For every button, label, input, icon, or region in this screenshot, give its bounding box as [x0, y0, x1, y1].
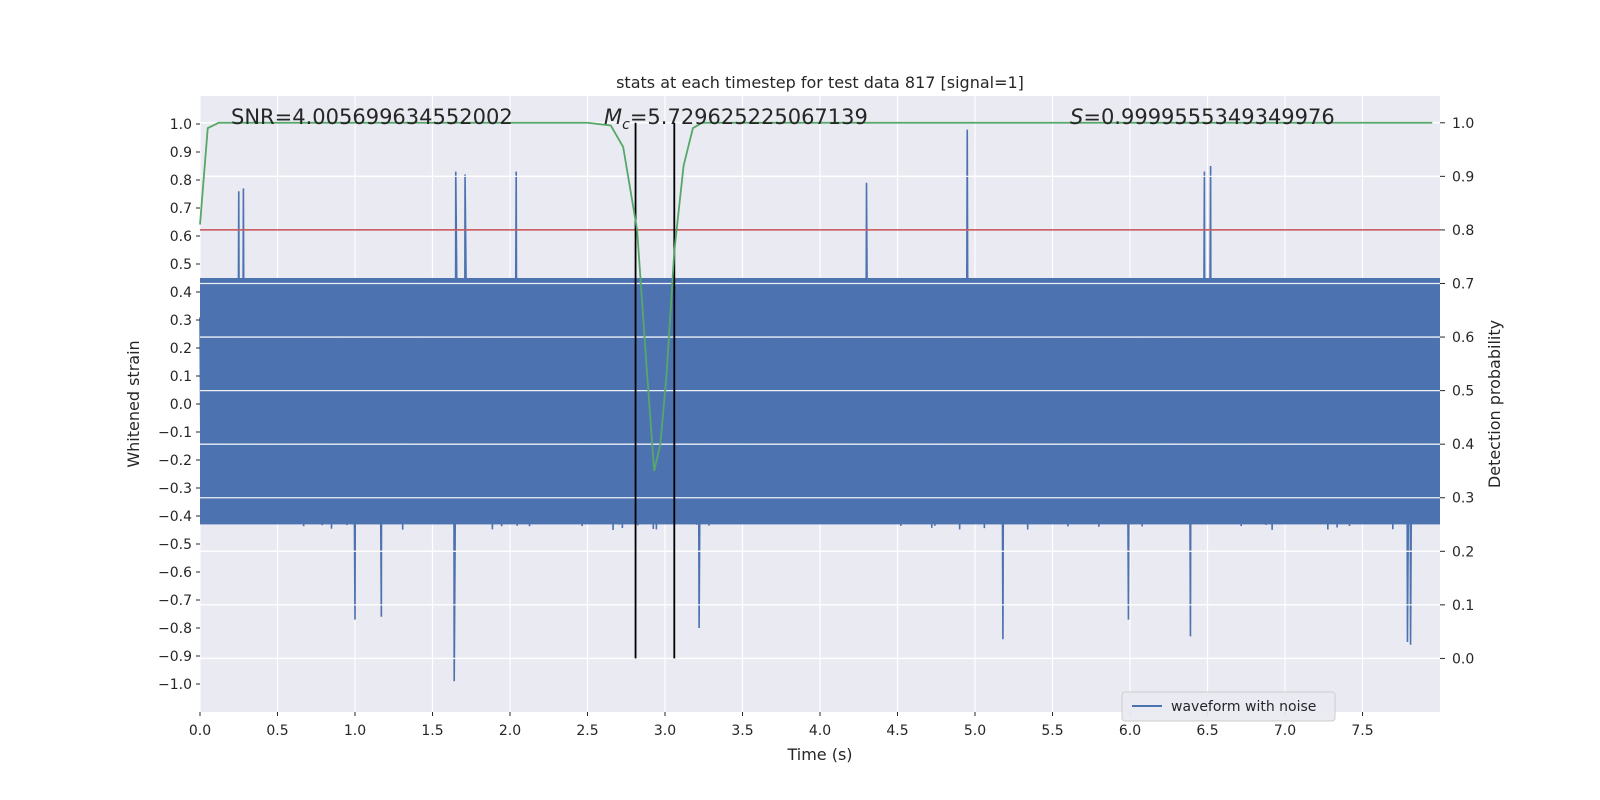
right-tick-label: 0.7: [1452, 276, 1474, 292]
chirp-mass-subscript: c: [622, 117, 630, 133]
overlays: [199, 121, 1440, 659]
y-axis-label-left: Whitened strain: [124, 340, 143, 467]
right-tick-label: 0.4: [1452, 437, 1474, 453]
left-tick-label: 0.8: [170, 173, 192, 189]
left-tick-label: 0.5: [170, 257, 192, 273]
x-tick-label: 1.5: [421, 723, 443, 739]
legend-label: waveform with noise: [1171, 699, 1316, 715]
x-tick-label: 5.5: [1041, 723, 1063, 739]
left-tick-label: 0.4: [170, 285, 192, 301]
x-tick-label: 6.5: [1196, 723, 1218, 739]
left-tick-label: 1.0: [170, 117, 192, 133]
right-tick-label: 0.0: [1452, 651, 1474, 667]
x-tick-label: 3.0: [654, 723, 676, 739]
left-tick-label: −0.3: [158, 481, 192, 497]
right-tick-label: 1.0: [1452, 116, 1474, 132]
x-tick-label: 6.0: [1119, 723, 1141, 739]
x-tick-label: 7.0: [1274, 723, 1296, 739]
left-tick-label: −0.8: [158, 621, 192, 637]
detection-stat-annotation: S=0.9999555349349976: [1070, 105, 1335, 129]
x-tick-label: 1.0: [344, 723, 366, 739]
x-tick-label: 4.0: [809, 723, 831, 739]
right-tick-label: 0.5: [1452, 384, 1474, 400]
detection-probability-line: [199, 121, 1433, 472]
detection-stat-value: =0.9999555349349976: [1083, 105, 1334, 129]
legend-box: [1121, 691, 1336, 722]
left-tick-label: 0.1: [170, 369, 192, 385]
right-tick-label: 0.6: [1452, 330, 1474, 346]
chart-title: stats at each timestep for test data 817…: [616, 73, 1024, 92]
left-tick-label: 0.2: [170, 341, 192, 357]
legend: waveform with noise: [1121, 691, 1336, 722]
x-tick-label: 0.0: [189, 723, 211, 739]
y-axis-label-right: Detection probability: [1485, 320, 1504, 488]
left-tick-label: 0.6: [170, 229, 192, 245]
left-tick-label: 0.9: [170, 145, 192, 161]
left-tick-label: −0.4: [158, 509, 192, 525]
chirp-mass-value: =5.729625225067139: [630, 105, 868, 129]
x-axis-label: Time (s): [786, 745, 852, 764]
left-tick-label: −0.9: [158, 649, 192, 665]
right-tick-label: 0.8: [1452, 223, 1474, 239]
left-tick-label: −0.5: [158, 537, 192, 553]
right-tick-label: 0.2: [1452, 544, 1474, 560]
left-tick-label: −0.1: [158, 425, 192, 441]
waveform-line: [199, 129, 1438, 682]
chirp-mass-annotation: Mc=5.729625225067139: [604, 105, 868, 133]
x-tick-label: 3.5: [731, 723, 753, 739]
left-tick-label: −0.6: [158, 565, 192, 581]
waveform-series: [199, 122, 1440, 682]
x-tick-label: 5.0: [964, 723, 986, 739]
left-tick-label: 0.0: [170, 397, 192, 413]
x-tick-label: 2.5: [576, 723, 598, 739]
x-tick-label: 7.5: [1351, 723, 1373, 739]
snr-annotation: SNR=4.005699634552002: [231, 105, 513, 129]
x-axis-ticks: 0.0 0.5 1.0 1.5 2.0 2.5 3.0 3.5 4.0 4.5 5.0 5.5 6.0 6…: [189, 712, 1374, 739]
detection-stat-symbol: S: [1070, 105, 1083, 129]
left-tick-label: 0.3: [170, 313, 192, 329]
right-tick-label: 0.1: [1452, 598, 1474, 614]
left-tick-label: −1.0: [158, 677, 192, 693]
x-tick-label: 0.5: [266, 723, 288, 739]
chirp-mass-symbol: M: [604, 105, 622, 129]
x-tick-label: 4.5: [886, 723, 908, 739]
left-axis-ticks: 1.0 0.9 0.8 0.7 0.6 0.5 0.4 0.3 0.2 0.1 0.0 −0.1 −0.…: [158, 117, 200, 693]
x-tick-label: 2.0: [499, 723, 521, 739]
right-tick-label: 0.3: [1452, 491, 1474, 507]
right-axis-ticks: 1.0 0.9 0.8 0.7 0.6 0.5 0.4 0.3 0.2 0.1 0.0: [1440, 116, 1474, 667]
left-tick-label: −0.2: [158, 453, 192, 469]
left-tick-label: −0.7: [158, 593, 192, 609]
left-tick-label: 0.7: [170, 201, 192, 217]
right-tick-label: 0.9: [1452, 169, 1474, 185]
